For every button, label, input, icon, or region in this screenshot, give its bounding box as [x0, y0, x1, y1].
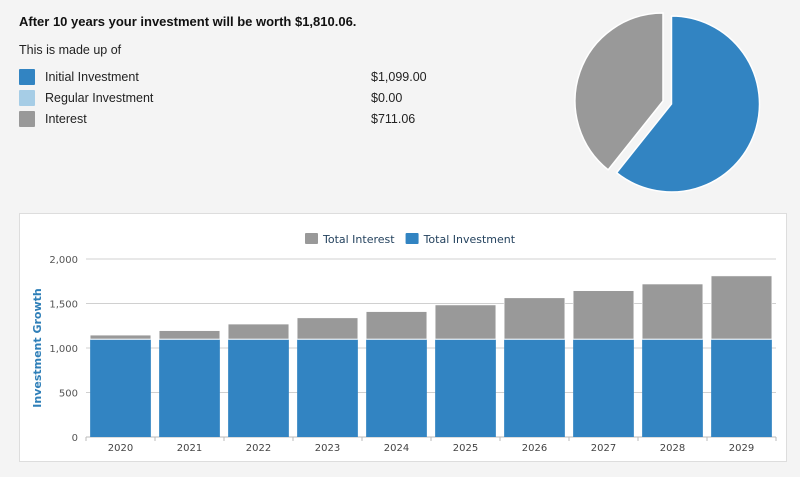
bar-total-investment[interactable] [504, 339, 565, 437]
legend-swatch [405, 233, 419, 244]
y-tick-label: 500 [59, 389, 78, 400]
breakdown-label: Regular Investment [45, 91, 154, 105]
bar-total-interest[interactable] [710, 275, 773, 340]
pie-slice-initial-investment[interactable] [615, 15, 761, 193]
x-tick-label: 2026 [522, 443, 547, 454]
breakdown-label: Interest [45, 112, 87, 126]
bar-total-interest[interactable] [158, 330, 221, 340]
bar-total-investment[interactable] [228, 339, 289, 437]
y-axis-label: Investment Growth [31, 288, 44, 407]
breakdown-value: $711.06 [371, 112, 416, 126]
x-tick-label: 2029 [729, 443, 754, 454]
breakdown-pie-chart [574, 12, 761, 193]
summary-panel: After 10 years your investment will be w… [0, 0, 800, 200]
bar-total-investment[interactable] [297, 339, 358, 437]
legend-label[interactable]: Total Interest [322, 233, 395, 246]
bar-total-investment[interactable] [711, 339, 772, 437]
bar-total-investment[interactable] [90, 339, 151, 437]
breakdown-value: $1,099.00 [371, 70, 427, 84]
y-tick-label: 1,500 [49, 300, 78, 311]
y-tick-label: 2,000 [49, 255, 78, 266]
bar-total-investment[interactable] [159, 339, 220, 437]
legend-label[interactable]: Total Investment [423, 233, 516, 246]
bar-total-interest[interactable] [641, 283, 704, 340]
x-tick-label: 2028 [660, 443, 685, 454]
growth-bar-chart: 0 500 1,000 1,500 2,000 Investment Growth 2020… [31, 233, 777, 454]
x-tick-label: 2027 [591, 443, 616, 454]
bar-total-investment[interactable] [435, 339, 496, 437]
x-tick-label: 2020 [108, 443, 133, 454]
growth-chart-card: 0 500 1,000 1,500 2,000 Investment Growth 2020… [19, 213, 787, 462]
bar-total-interest[interactable] [89, 334, 152, 340]
regular-investment-swatch [19, 90, 35, 106]
interest-swatch [19, 111, 35, 127]
bar-total-interest[interactable] [503, 297, 566, 340]
bar-total-interest[interactable] [365, 311, 428, 340]
summary-headline: After 10 years your investment will be w… [19, 14, 357, 29]
bar-total-investment[interactable] [573, 339, 634, 437]
bar-total-interest[interactable] [227, 323, 290, 340]
legend-swatch [305, 233, 318, 244]
breakdown-label: Initial Investment [45, 70, 139, 84]
x-tick-label: 2023 [315, 443, 340, 454]
bar-total-interest[interactable] [434, 304, 497, 340]
initial-investment-swatch [19, 69, 35, 85]
bar-total-investment[interactable] [642, 339, 703, 437]
y-tick-label: 1,000 [49, 344, 78, 355]
bar-total-interest[interactable] [572, 290, 635, 340]
breakdown-value: $0.00 [371, 91, 403, 105]
x-tick-label: 2022 [246, 443, 271, 454]
summary-subtitle: This is made up of [19, 43, 122, 57]
x-tick-label: 2025 [453, 443, 478, 454]
x-tick-label: 2024 [384, 443, 409, 454]
x-tick-label: 2021 [177, 443, 202, 454]
bar-total-investment[interactable] [366, 339, 427, 437]
y-tick-label: 0 [72, 433, 78, 444]
bar-total-interest[interactable] [296, 317, 359, 340]
pie-slice-interest[interactable] [574, 12, 664, 171]
